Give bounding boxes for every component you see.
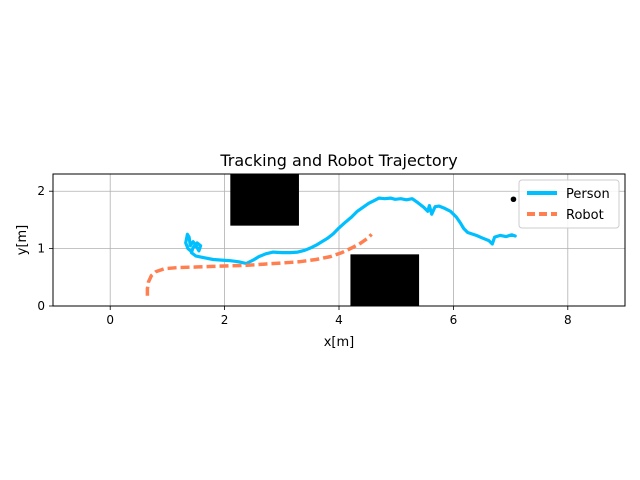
chart-title: Tracking and Robot Trajectory (219, 151, 457, 170)
obstacle-0 (230, 174, 299, 226)
series-line-person (184, 196, 517, 266)
x-tick-label: 8 (564, 313, 572, 327)
x-tick-label: 6 (450, 313, 458, 327)
x-tick-label: 2 (221, 313, 229, 327)
series-lines (145, 196, 517, 296)
goal-marker (510, 196, 517, 203)
x-axis-ticks: 0 2 4 6 8 (106, 306, 572, 327)
x-tick-label: 4 (335, 313, 343, 327)
y-axis-label: y[m] (15, 225, 30, 256)
y-tick-label: 1 (37, 242, 45, 256)
legend: Person Robot (518, 179, 620, 229)
obstacles (230, 174, 420, 306)
y-tick-label: 0 (37, 299, 45, 313)
x-tick-label: 0 (106, 313, 114, 327)
x-axis-label: x[m] (324, 335, 355, 350)
goal-point (510, 196, 517, 203)
y-tick-label: 2 (37, 184, 45, 198)
y-axis-ticks: 0 1 2 (37, 184, 53, 313)
obstacle-1 (350, 254, 420, 306)
series-line-robot (145, 233, 373, 296)
legend-label-person: Person (566, 187, 610, 202)
legend-label-robot: Robot (566, 208, 604, 223)
